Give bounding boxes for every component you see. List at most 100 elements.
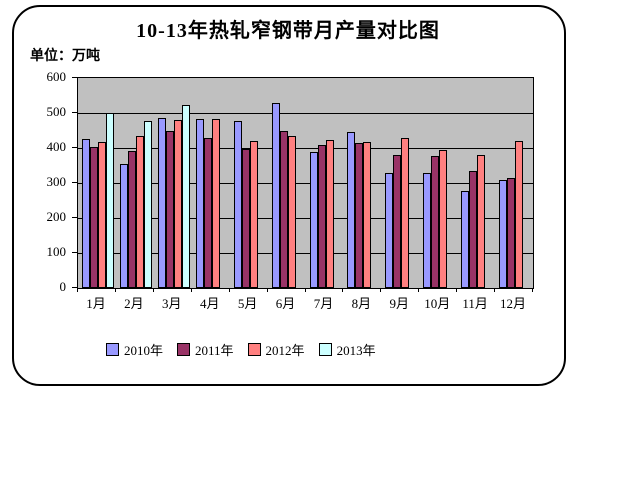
- bar-2012年-9月: [401, 138, 410, 288]
- bar-2011年-8月: [355, 143, 364, 288]
- y-tick-600: [72, 77, 77, 78]
- bar-2012年-8月: [363, 142, 372, 288]
- bar-group-10月: [419, 78, 457, 288]
- legend-label: 2012年: [265, 343, 305, 358]
- legend-label: 2010年: [124, 343, 164, 358]
- bar-group-5月: [230, 78, 268, 288]
- bar-2013年-3月: [181, 104, 190, 288]
- bar-2012年-12月: [515, 141, 524, 288]
- x-label-11月: 11月: [462, 296, 488, 311]
- x-tick-4: [228, 288, 230, 292]
- bar-2011年-1月: [90, 146, 98, 288]
- bar-2011年-3月: [165, 131, 174, 288]
- x-tick-2: [152, 288, 154, 292]
- bar-2011年-9月: [393, 155, 402, 288]
- y-tick-500: [72, 112, 77, 113]
- bar-2011年-7月: [317, 145, 326, 288]
- bar-2011年-5月: [241, 148, 250, 288]
- bar-group-12月: [495, 78, 533, 288]
- legend-swatch-icon: [247, 343, 261, 356]
- bar-2010年-11月: [461, 191, 470, 288]
- bar-group-7月: [306, 78, 344, 288]
- legend-label: 2013年: [336, 343, 376, 358]
- x-tick-3: [190, 288, 192, 292]
- bar-group-4月: [192, 78, 230, 288]
- bar-group-9月: [381, 78, 419, 288]
- x-label-9月: 9月: [389, 296, 410, 311]
- chart-title: 10-13年热轧窄钢带月产量对比图: [136, 20, 440, 42]
- x-tick-12: [532, 288, 533, 292]
- unit-label: 单位：万吨: [30, 49, 100, 64]
- legend-item-2013年: 2013年: [318, 340, 376, 359]
- bar-group-1月: [78, 78, 116, 288]
- gridline-100: [78, 253, 533, 254]
- legend-swatch-icon: [318, 343, 332, 356]
- gridline-500: [78, 113, 533, 114]
- bar-2013年-2月: [143, 121, 152, 288]
- legend-swatch-icon: [177, 343, 191, 356]
- bar-2010年-4月: [195, 118, 204, 288]
- x-label-6月: 6月: [275, 296, 296, 311]
- bar-2010年-3月: [157, 117, 166, 288]
- bar-group-8月: [343, 78, 381, 288]
- x-tick-8: [380, 288, 382, 292]
- x-tick-11: [494, 288, 496, 292]
- legend-item-2011年: 2011年: [177, 340, 234, 359]
- bar-2012年-3月: [173, 120, 182, 288]
- x-label-3月: 3月: [162, 296, 182, 311]
- y-tick-label-600: 600: [46, 69, 67, 84]
- y-tick-100: [72, 252, 77, 253]
- bar-2010年-1月: [82, 139, 90, 288]
- x-tick-5: [266, 288, 268, 292]
- bar-2010年-7月: [309, 152, 318, 288]
- y-tick-300: [72, 182, 77, 183]
- x-label-8月: 8月: [351, 296, 372, 311]
- bar-2010年-12月: [499, 179, 508, 288]
- bar-group-2月: [116, 78, 154, 288]
- bar-2012年-2月: [135, 136, 144, 288]
- x-tick-7: [342, 288, 344, 292]
- x-tick-10: [456, 288, 458, 292]
- x-label-7月: 7月: [313, 296, 334, 311]
- gridline-200: [78, 218, 533, 219]
- y-tick-0: [72, 287, 77, 288]
- y-tick-label-400: 400: [46, 139, 67, 154]
- y-tick-label-500: 500: [46, 104, 67, 119]
- bar-2011年-2月: [127, 150, 136, 288]
- x-label-2月: 2月: [124, 296, 144, 311]
- legend-item-2010年: 2010年: [106, 340, 163, 359]
- legend-swatch-icon: [106, 343, 119, 356]
- y-tick-400: [72, 147, 77, 148]
- bar-2012年-6月: [287, 136, 296, 288]
- bar-2011年-6月: [279, 131, 288, 288]
- bar-2012年-5月: [249, 141, 258, 288]
- bar-group-11月: [457, 78, 495, 288]
- x-label-4月: 4月: [199, 296, 220, 311]
- plot-area: [77, 77, 534, 289]
- y-tick-label-100: 100: [46, 244, 67, 259]
- bar-2010年-8月: [347, 132, 356, 288]
- y-tick-label-300: 300: [46, 174, 67, 189]
- bar-2012年-10月: [439, 150, 448, 288]
- bar-group-3月: [154, 78, 192, 288]
- x-label-10月: 10月: [424, 296, 451, 311]
- bar-2012年-1月: [98, 142, 106, 288]
- bar-2011年-12月: [507, 177, 516, 288]
- chart-legend: 2010年 2011年 2012年 2013年: [106, 340, 376, 359]
- x-label-12月: 12月: [500, 296, 527, 311]
- bar-2011年-10月: [431, 155, 440, 288]
- y-tick-label-200: 200: [46, 209, 67, 224]
- bar-2012年-4月: [211, 119, 220, 288]
- legend-item-2012年: 2012年: [247, 340, 305, 359]
- x-tick-1: [114, 288, 116, 292]
- bar-2012年-11月: [477, 155, 486, 288]
- bar-2010年-10月: [423, 172, 432, 288]
- y-tick-label-0: 0: [59, 279, 67, 294]
- bar-group-6月: [268, 78, 306, 288]
- bar-2010年-5月: [233, 120, 242, 288]
- legend-label: 2011年: [195, 343, 234, 358]
- x-label-1月: 1月: [86, 296, 106, 311]
- bar-2012年-7月: [325, 139, 334, 288]
- bar-2013年-1月: [106, 113, 114, 288]
